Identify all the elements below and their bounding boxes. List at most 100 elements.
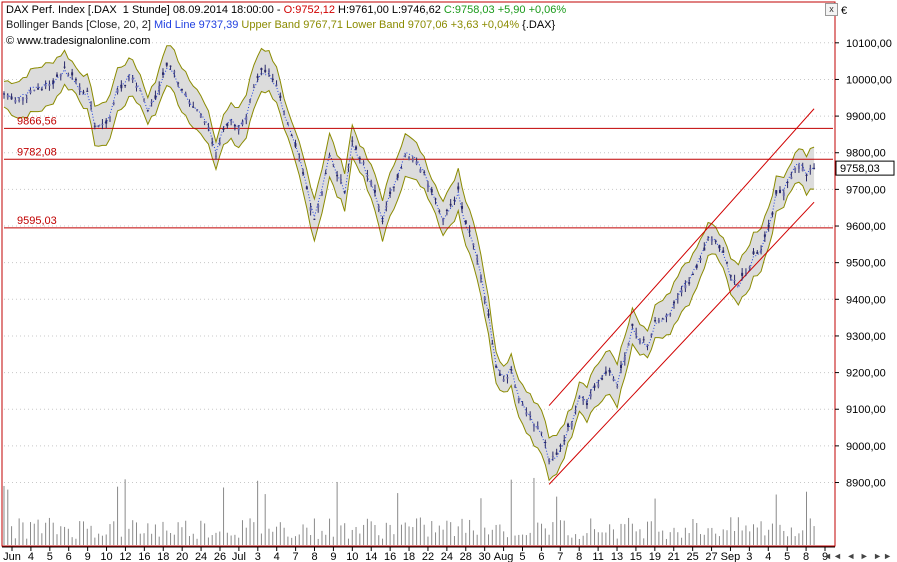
x-tick-label: 9 [85, 551, 91, 562]
volume-bar [609, 524, 611, 545]
x-tick-label: 10 [100, 551, 112, 562]
candle-body [165, 62, 168, 66]
close-button[interactable]: x [825, 3, 838, 16]
volume-bar [139, 533, 141, 545]
volume-bar [556, 496, 558, 545]
x-tick-label: 5 [47, 551, 53, 562]
candle-body [676, 298, 679, 300]
volume-bar [802, 530, 804, 545]
candle-body [93, 125, 96, 127]
candle-body [14, 99, 17, 103]
volume-bar [120, 536, 122, 545]
horizontal-line-label: 9595,03 [17, 215, 57, 227]
volume-bar [302, 524, 304, 545]
volume-bar [143, 533, 145, 545]
candle-body [563, 440, 566, 442]
candle-body [37, 87, 40, 90]
volume-bar [616, 538, 618, 545]
volume-bar [294, 536, 296, 545]
candle-body [127, 77, 130, 80]
x-tick-label: 4 [28, 551, 34, 562]
volume-bar [718, 536, 720, 545]
volume-bar [503, 531, 505, 545]
volume-bar [548, 534, 550, 545]
volume-bar [355, 526, 357, 545]
candle-body [642, 339, 645, 341]
candle-body [453, 199, 456, 201]
candle-body [52, 80, 55, 84]
candle-body [767, 224, 770, 228]
scroll-buttons[interactable]: ◄◄ ◄ ► ►► [823, 551, 893, 561]
volume-bar [681, 537, 683, 545]
volume-bar [374, 524, 376, 545]
x-tick-label: 18 [403, 551, 415, 562]
x-tick-label: 12 [119, 551, 131, 562]
candle-body [495, 365, 498, 368]
candle-body [355, 146, 358, 150]
candle-body [673, 301, 676, 304]
volume-bar [382, 538, 384, 545]
candle-body [370, 181, 373, 186]
volume-bar [643, 538, 645, 545]
candle-body [794, 168, 797, 171]
candle-body [426, 184, 429, 188]
candle-body [381, 220, 384, 222]
volume-bar [779, 524, 781, 545]
candle-body [377, 206, 380, 209]
candle-body [10, 96, 13, 100]
volume-bar [173, 534, 175, 545]
candle-body [339, 179, 342, 181]
candle-body [718, 245, 721, 249]
volume-bar [41, 533, 43, 545]
volume-bar [154, 524, 156, 545]
candle-body [184, 93, 187, 97]
candle-body [146, 110, 149, 112]
candle-body [71, 72, 74, 76]
candle-body [351, 140, 354, 142]
volume-bar [3, 485, 5, 545]
candle-body [714, 240, 717, 242]
candle-body [688, 282, 691, 284]
volume-bar [37, 519, 39, 545]
x-tick-label: 20 [176, 551, 188, 562]
volume-bar [117, 486, 119, 545]
candle-body [275, 84, 278, 86]
volume-bar [488, 534, 490, 545]
candle-body [180, 88, 183, 91]
candle-body [510, 369, 513, 371]
mid-line-value: Mid Line 9737,39 [150, 19, 239, 31]
volume-bar [135, 522, 137, 545]
candle-body [63, 66, 66, 68]
volume-bar [662, 530, 664, 545]
volume-bar [605, 532, 607, 545]
candle-body [267, 70, 270, 72]
x-tick-label: 6 [66, 551, 72, 562]
x-tick-label: 10 [346, 551, 358, 562]
volume-bar [279, 522, 281, 545]
volume-bar [11, 526, 13, 545]
volume-bar [783, 530, 785, 545]
band-fill [4, 45, 815, 481]
volume-bar [75, 538, 77, 545]
volume-bar [438, 525, 440, 545]
candle-body [593, 385, 596, 388]
candle-body [290, 135, 293, 137]
volume-bar [578, 538, 580, 545]
x-tick-label: 3 [255, 551, 261, 562]
candle-body [305, 186, 308, 190]
candle-body [555, 452, 558, 455]
volume-bar [567, 535, 569, 545]
volume-bar [170, 533, 172, 545]
candle-body [801, 167, 804, 172]
volume-bar [506, 537, 508, 545]
candle-body [491, 343, 494, 345]
candle-body [726, 262, 729, 264]
volume-bar [192, 533, 194, 545]
candle-body [646, 344, 649, 347]
candle-body [233, 124, 236, 127]
x-tick-label: 24 [441, 551, 453, 562]
candle-body [362, 162, 365, 164]
candle-body [703, 247, 706, 251]
candle-body [752, 251, 755, 255]
volume-bar [647, 521, 649, 545]
